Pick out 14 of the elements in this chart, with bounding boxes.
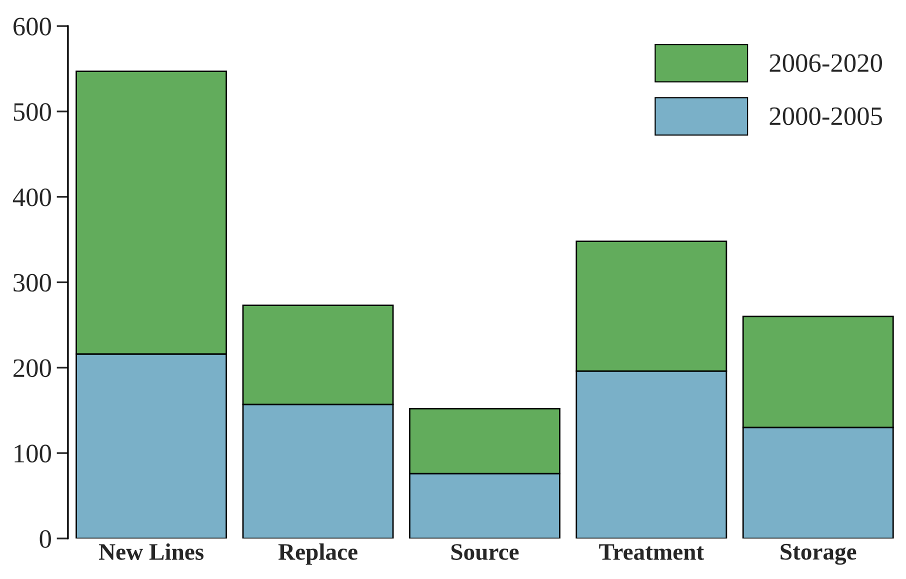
y-tick-label: 200 xyxy=(14,359,51,378)
legend-label: 2000-2005 xyxy=(770,107,882,126)
y-tick-label: 400 xyxy=(12,188,51,206)
y-tick-label: 600 xyxy=(14,18,51,36)
x-tick-label: Storage xyxy=(780,544,856,565)
y-tick-label: 300 xyxy=(14,274,51,292)
y-tick-label: 100 xyxy=(14,444,51,462)
y-tick-label: 0 xyxy=(40,530,51,548)
x-tick-label: Treatment xyxy=(599,544,704,560)
x-tick-label: Source xyxy=(451,544,519,560)
legend-label: 2006-2020 xyxy=(770,54,882,72)
x-tick-label: New Lines xyxy=(98,543,204,560)
y-tick-label: 500 xyxy=(14,103,51,121)
x-tick-label: Replace xyxy=(278,543,358,565)
